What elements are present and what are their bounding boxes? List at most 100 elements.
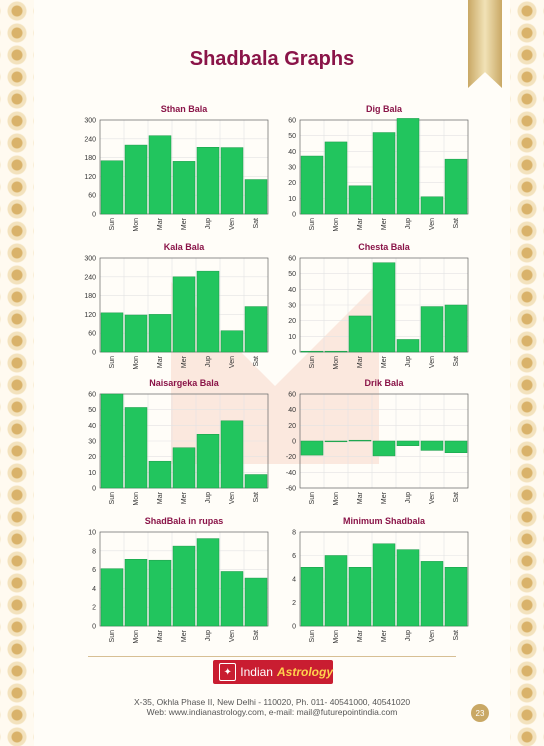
x-tick-label: Jup	[205, 630, 212, 641]
footer-address: X-35, Okhla Phase II, New Delhi - 110020…	[133, 697, 411, 707]
x-tick-label: Jup	[405, 630, 412, 641]
bar-mer	[172, 545, 196, 627]
logo-text: Indian	[240, 665, 273, 679]
bar-sat	[244, 474, 268, 489]
y-tick-label: 6	[92, 567, 96, 574]
x-tick-label: Sun	[109, 356, 116, 369]
bar-sat	[244, 577, 268, 627]
x-tick-label: Mar	[357, 491, 364, 504]
y-tick-label: -20	[286, 454, 296, 461]
bar-mar	[348, 439, 372, 442]
chart-title: Sthan Bala	[161, 104, 209, 114]
y-tick-label: 2	[92, 605, 96, 612]
x-tick-label: Sat	[253, 218, 260, 229]
y-tick-label: 40	[288, 149, 296, 156]
y-tick-label: 30	[88, 439, 96, 446]
bar-sat	[244, 306, 268, 353]
x-tick-label: Mar	[357, 355, 364, 368]
x-tick-label: Sat	[253, 492, 260, 503]
x-tick-label: Sat	[453, 356, 460, 367]
bar-sun	[100, 312, 124, 353]
bookmark-ribbon	[468, 0, 502, 88]
x-tick-label: Mon	[133, 218, 140, 232]
x-tick-label: Jup	[205, 492, 212, 503]
bar-mon	[124, 559, 148, 627]
bar-jup	[396, 549, 420, 627]
bar-ven	[220, 571, 244, 627]
x-tick-label: Ven	[429, 630, 436, 642]
y-tick-label: 60	[288, 256, 296, 263]
x-tick-label: Ven	[229, 356, 236, 368]
bar-mon	[324, 141, 348, 215]
bar-sun	[300, 155, 324, 215]
x-tick-label: Mon	[333, 492, 340, 506]
y-tick-label: -40	[286, 470, 296, 477]
y-tick-label: 50	[88, 407, 96, 414]
bar-mar	[348, 315, 372, 353]
y-tick-label: 0	[92, 350, 96, 357]
x-tick-label: Mon	[333, 218, 340, 232]
y-tick-label: 0	[92, 486, 96, 493]
x-tick-label: Mer	[181, 355, 188, 368]
bar-mon	[124, 314, 148, 353]
x-tick-label: Sun	[309, 218, 316, 231]
x-tick-label: Sun	[109, 492, 116, 505]
y-tick-label: 60	[88, 392, 96, 399]
x-tick-label: Mer	[381, 217, 388, 230]
x-tick-label: Sat	[253, 356, 260, 367]
chart-sthan-bala: Sthan Bala 0 60 120 180 240 300 Sun Mon Mar Mer Jup…	[84, 104, 269, 232]
bar-jup	[196, 538, 220, 627]
x-tick-label: Jup	[205, 356, 212, 367]
logo-accent-text: Astrology	[276, 665, 333, 679]
x-tick-label: Ven	[429, 492, 436, 504]
y-tick-label: 10	[288, 334, 296, 341]
x-tick-label: Sun	[309, 356, 316, 369]
chart-shadbala-in-rupas: ShadBala in rupas 0 2 4 6 8 10 Sun Mon Mar Mer Jup V…	[88, 516, 269, 644]
y-tick-label: 20	[288, 318, 296, 325]
y-tick-label: 50	[288, 271, 296, 278]
chart-chesta-bala: Chesta Bala 0 10 20 30 40 50 60 Sun Mon Mar Mer Jup V…	[288, 242, 469, 370]
bar-jup	[396, 440, 420, 446]
y-tick-label: 300	[84, 118, 96, 125]
bar-mer	[172, 447, 196, 489]
bar-ven	[420, 306, 444, 353]
bar-mon	[324, 440, 348, 443]
x-tick-label: Mar	[357, 629, 364, 642]
plot-frame	[299, 393, 469, 489]
y-tick-label: 20	[288, 180, 296, 187]
bar-sat	[444, 567, 468, 627]
x-tick-label: Mer	[381, 355, 388, 368]
bar-sat	[444, 440, 468, 453]
y-tick-label: 0	[92, 624, 96, 631]
y-tick-label: 8	[292, 530, 296, 537]
logo-mark-icon: ✦	[219, 663, 237, 681]
x-tick-label: Mon	[133, 630, 140, 644]
y-tick-label: 0	[92, 212, 96, 219]
x-tick-label: Mon	[333, 356, 340, 370]
bar-mon	[124, 144, 148, 215]
bar-ven	[420, 561, 444, 627]
bar-mer	[372, 440, 396, 457]
y-tick-label: 40	[288, 407, 296, 414]
chart-title: Kala Bala	[164, 242, 206, 252]
bar-sun	[100, 160, 124, 215]
x-tick-label: Mer	[181, 491, 188, 504]
bar-jup	[196, 434, 220, 489]
watermark-logo	[171, 282, 379, 464]
y-tick-label: 10	[88, 530, 96, 537]
y-tick-label: 40	[88, 423, 96, 430]
x-tick-label: Mar	[157, 491, 164, 504]
bar-jup	[196, 270, 220, 353]
bar-mon	[324, 555, 348, 627]
chart-title: Dig Bala	[366, 104, 403, 114]
bar-mon	[324, 350, 348, 353]
x-tick-label: Jup	[405, 218, 412, 229]
x-tick-label: Jup	[405, 356, 412, 367]
x-tick-label: Mon	[133, 492, 140, 506]
x-tick-label: Mon	[333, 630, 340, 644]
x-tick-label: Sat	[453, 630, 460, 641]
footer-web: Web: www.indianastrology.com, e-mail: ma…	[146, 707, 398, 717]
y-tick-label: 180	[84, 155, 96, 162]
x-tick-label: Sat	[253, 630, 260, 641]
y-tick-label: 4	[92, 586, 96, 593]
